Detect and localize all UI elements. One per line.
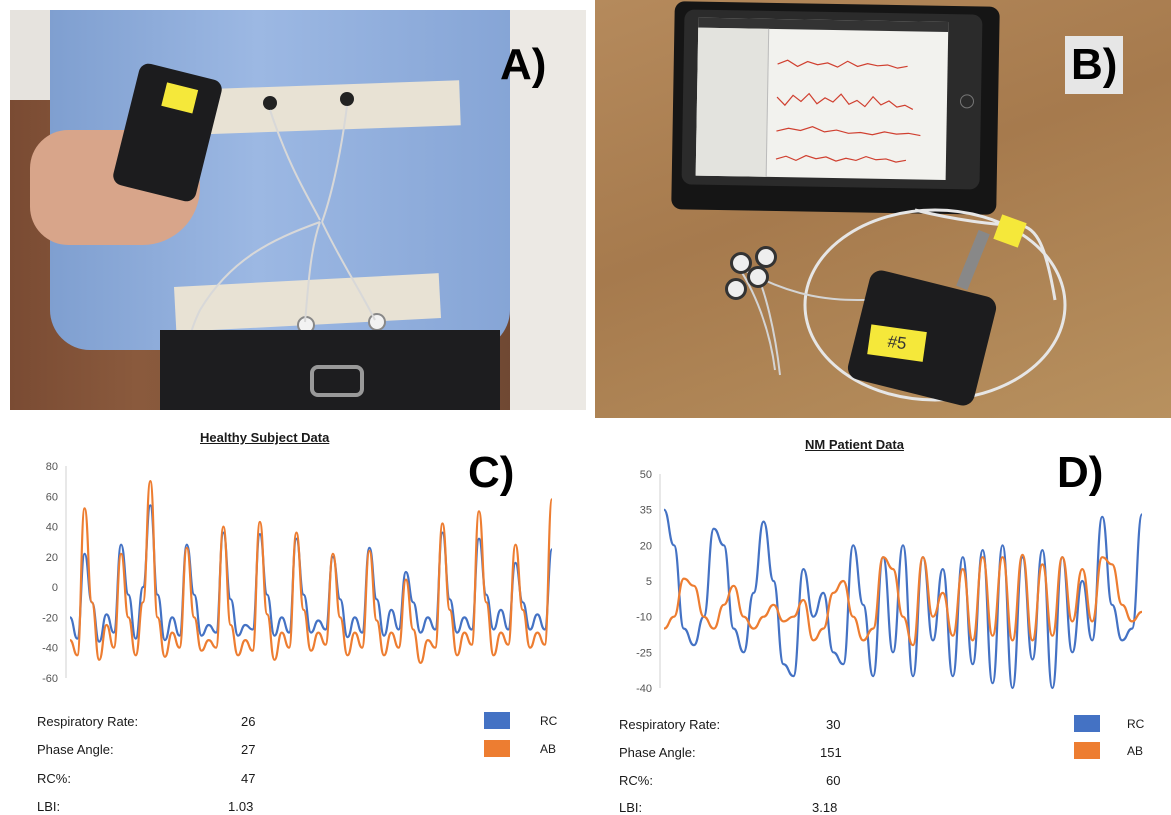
app-waveforms xyxy=(775,59,921,163)
stat-value: 60 xyxy=(826,773,841,788)
y-tick-label: 40 xyxy=(46,522,58,534)
y-tick-label: 20 xyxy=(640,540,652,552)
panel-letter-c: C) xyxy=(468,448,515,497)
stat-label: RC%: xyxy=(619,773,653,788)
panel-letter-a: A) xyxy=(500,40,547,89)
photo-tablet-and-device: #5 B) xyxy=(595,0,1171,418)
y-tick-label: 60 xyxy=(46,491,58,503)
legend-label-rc: RC xyxy=(1127,717,1145,731)
stat-label: LBI: xyxy=(619,800,643,815)
electrode xyxy=(747,266,769,288)
sensor-leads xyxy=(180,105,376,410)
chart-title-nm-patient: NM Patient Data xyxy=(805,437,904,452)
stat-value: 3.18 xyxy=(812,800,838,815)
y-tick-label: 80 xyxy=(46,461,58,473)
legend-swatch-ab xyxy=(1074,742,1100,759)
electrode xyxy=(730,252,752,274)
y-tick-label: -40 xyxy=(42,643,58,655)
device-tag: #5 xyxy=(867,324,927,362)
tablet-screen xyxy=(695,17,949,180)
stat-label: Respiratory Rate: xyxy=(619,717,721,732)
electrode xyxy=(755,246,777,268)
electrode xyxy=(340,92,354,106)
y-tick-label: 0 xyxy=(52,582,58,594)
stat-value: 47 xyxy=(241,771,256,786)
stat-value: 1.03 xyxy=(228,799,254,814)
nm-patient-chart: 50 35 20 5 -10 -25 -40 xyxy=(636,469,1144,695)
legend-label-ab: AB xyxy=(540,742,557,756)
stat-label: RC%: xyxy=(37,771,71,786)
stat-label: Phase Angle: xyxy=(37,742,114,757)
y-tick-label: -60 xyxy=(42,673,58,685)
tablet xyxy=(681,9,983,190)
legend-label-rc: RC xyxy=(540,714,558,728)
stat-label: LBI: xyxy=(37,799,61,814)
stat-label: Phase Angle: xyxy=(619,745,696,760)
y-tick-label: 35 xyxy=(640,505,652,517)
belt-buckle xyxy=(310,365,364,397)
y-tick-label: -10 xyxy=(636,612,652,624)
series-line-rc xyxy=(69,504,554,643)
stat-label: Respiratory Rate: xyxy=(37,714,139,729)
legend-swatch-rc xyxy=(484,712,510,729)
panel-letter-d: D) xyxy=(1057,448,1104,497)
y-tick-label: -25 xyxy=(636,647,652,659)
legend-label-ab: AB xyxy=(1127,744,1144,758)
y-tick-label: 50 xyxy=(640,469,652,481)
electrode xyxy=(263,96,277,110)
electrode xyxy=(725,278,747,300)
y-tick-label: 5 xyxy=(646,576,652,588)
wall-panel xyxy=(510,10,586,410)
panel-letter-b: B) xyxy=(1065,36,1124,94)
y-tick-label: -20 xyxy=(42,612,58,624)
series-line-ab xyxy=(69,480,554,664)
stat-value: 151 xyxy=(820,745,842,760)
stat-value: 30 xyxy=(826,717,841,732)
y-tick-label: 20 xyxy=(46,552,58,564)
stat-value: 27 xyxy=(241,742,256,757)
healthy-subject-chart: 80 60 40 20 0 -20 -40 -60 xyxy=(42,461,554,685)
legend-swatch-ab xyxy=(484,740,510,757)
chart-title-healthy: Healthy Subject Data xyxy=(200,430,330,445)
series-line-ab xyxy=(663,553,1143,647)
series-line-rc xyxy=(662,508,1144,690)
photo-subject-wearing-sensors: A) xyxy=(10,10,586,410)
wall-panel-left xyxy=(10,10,50,100)
device-label xyxy=(161,82,199,114)
legend-swatch-rc xyxy=(1074,715,1100,732)
y-tick-label: -40 xyxy=(636,683,652,695)
stat-value: 26 xyxy=(241,714,256,729)
